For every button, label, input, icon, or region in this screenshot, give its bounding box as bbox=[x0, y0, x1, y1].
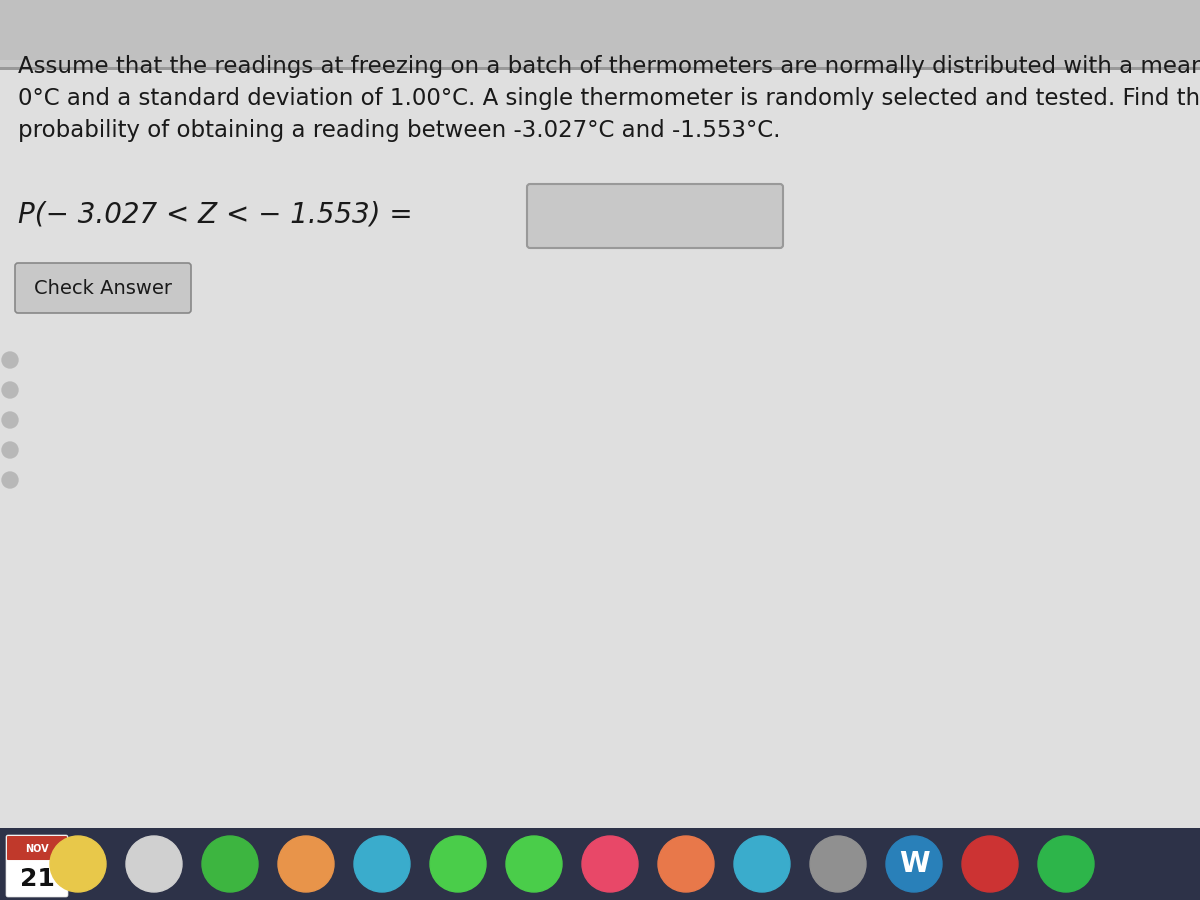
Circle shape bbox=[962, 836, 1018, 892]
Circle shape bbox=[354, 836, 410, 892]
Circle shape bbox=[2, 352, 18, 368]
FancyBboxPatch shape bbox=[6, 835, 68, 897]
FancyBboxPatch shape bbox=[0, 67, 1200, 70]
Circle shape bbox=[202, 836, 258, 892]
Text: Assume that the readings at freezing on a batch of thermometers are normally dis: Assume that the readings at freezing on … bbox=[18, 55, 1200, 78]
FancyBboxPatch shape bbox=[0, 828, 1200, 900]
Circle shape bbox=[734, 836, 790, 892]
Circle shape bbox=[658, 836, 714, 892]
Circle shape bbox=[582, 836, 638, 892]
Text: probability of obtaining a reading between -3.027°C and -1.553°C.: probability of obtaining a reading betwe… bbox=[18, 119, 780, 142]
Text: P(− 3.027 < Z < − 1.553) =: P(− 3.027 < Z < − 1.553) = bbox=[18, 201, 413, 229]
Circle shape bbox=[2, 472, 18, 488]
FancyBboxPatch shape bbox=[527, 184, 784, 248]
Circle shape bbox=[886, 836, 942, 892]
FancyBboxPatch shape bbox=[0, 70, 1200, 830]
Circle shape bbox=[506, 836, 562, 892]
Circle shape bbox=[2, 382, 18, 398]
Text: 0°C and a standard deviation of 1.00°C. A single thermometer is randomly selecte: 0°C and a standard deviation of 1.00°C. … bbox=[18, 87, 1200, 110]
FancyBboxPatch shape bbox=[0, 70, 1200, 830]
Text: 21: 21 bbox=[19, 867, 54, 891]
FancyBboxPatch shape bbox=[7, 836, 67, 860]
Circle shape bbox=[430, 836, 486, 892]
Text: W: W bbox=[899, 850, 929, 878]
Circle shape bbox=[2, 412, 18, 428]
FancyBboxPatch shape bbox=[0, 0, 1200, 60]
Text: NOV: NOV bbox=[25, 843, 49, 853]
Circle shape bbox=[1038, 836, 1094, 892]
FancyBboxPatch shape bbox=[14, 263, 191, 313]
Circle shape bbox=[810, 836, 866, 892]
Circle shape bbox=[2, 442, 18, 458]
Circle shape bbox=[126, 836, 182, 892]
Text: Check Answer: Check Answer bbox=[34, 278, 172, 298]
Circle shape bbox=[50, 836, 106, 892]
Circle shape bbox=[278, 836, 334, 892]
